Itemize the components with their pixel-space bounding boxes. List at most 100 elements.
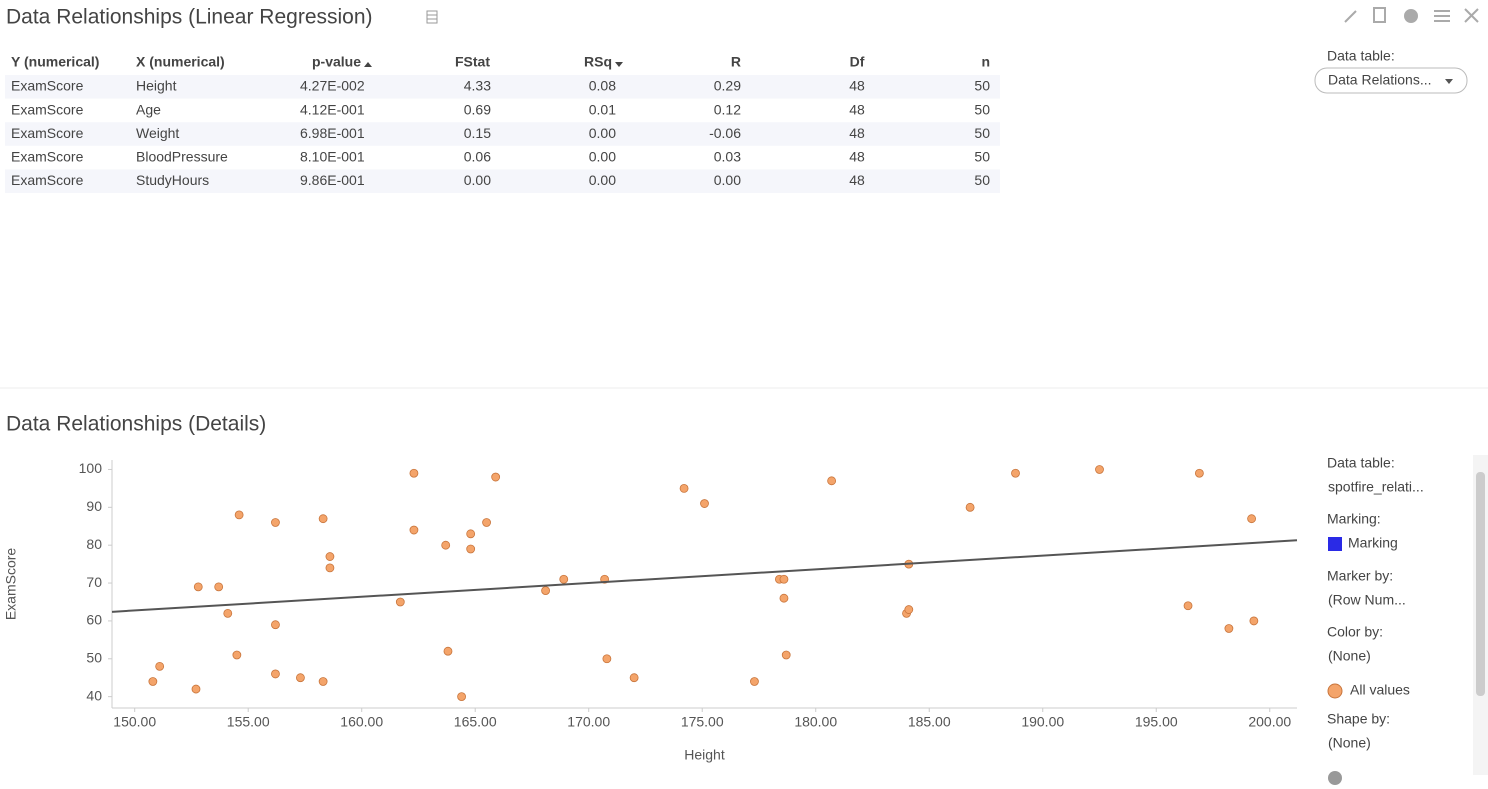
sort-asc-icon bbox=[364, 62, 372, 67]
point bbox=[409, 525, 419, 535]
cell: 48 bbox=[849, 172, 865, 188]
cell: 6.98E-001 bbox=[300, 125, 365, 141]
cell: Weight bbox=[136, 125, 179, 141]
point bbox=[1194, 468, 1204, 478]
y-tick-label: 90 bbox=[86, 498, 102, 514]
point bbox=[395, 597, 405, 607]
cell: 0.29 bbox=[714, 78, 741, 94]
point bbox=[325, 563, 335, 573]
legend-swatch-cut bbox=[1328, 771, 1342, 785]
sidebar-label: Color by: bbox=[1327, 624, 1383, 640]
cell: ExamScore bbox=[11, 101, 84, 117]
cell: 50 bbox=[974, 149, 990, 165]
point bbox=[318, 677, 328, 686]
y-tick-label: 70 bbox=[86, 574, 102, 590]
sidebar-label: Marker by: bbox=[1327, 568, 1393, 584]
cell: 0.00 bbox=[589, 149, 616, 165]
x-tick-label: 150.00 bbox=[113, 714, 156, 730]
panel-title: Data Relationships (Linear Regression) bbox=[6, 6, 373, 29]
point bbox=[629, 673, 639, 683]
point bbox=[223, 608, 233, 618]
cell: 0.00 bbox=[714, 172, 741, 188]
x-tick-label: 170.00 bbox=[567, 714, 610, 730]
toolbar-icons[interactable] bbox=[1344, 7, 1479, 23]
sort-desc-icon bbox=[615, 62, 623, 67]
cell: BloodPressure bbox=[136, 149, 228, 165]
column-header: X (numerical) bbox=[136, 54, 225, 70]
cell: Height bbox=[136, 78, 177, 94]
column-header: RSq bbox=[584, 54, 612, 70]
point bbox=[234, 510, 244, 520]
column-header: n bbox=[981, 54, 990, 70]
cell: ExamScore bbox=[11, 149, 84, 165]
point bbox=[155, 661, 165, 671]
y-tick-label: 60 bbox=[86, 612, 102, 628]
cell: ExamScore bbox=[11, 172, 84, 188]
scrollbar-thumb[interactable] bbox=[1476, 472, 1485, 696]
cell: 0.08 bbox=[589, 78, 616, 94]
cell: StudyHours bbox=[136, 172, 209, 188]
y-tick-label: 40 bbox=[86, 687, 102, 703]
sidebar-label: Shape by: bbox=[1327, 711, 1390, 727]
cell: 8.10E-001 bbox=[300, 149, 365, 165]
cell: 4.27E-002 bbox=[300, 78, 365, 94]
point bbox=[904, 605, 914, 614]
point bbox=[271, 518, 280, 527]
point bbox=[541, 586, 550, 596]
point bbox=[679, 483, 689, 493]
column-header: R bbox=[731, 54, 741, 70]
sidebar-value: spotfire_relati... bbox=[1328, 479, 1424, 495]
x-axis-title: Height bbox=[684, 747, 725, 763]
column-header: p-value bbox=[312, 54, 361, 70]
point bbox=[296, 673, 305, 683]
point bbox=[325, 552, 335, 561]
x-tick-label: 190.00 bbox=[1021, 714, 1064, 730]
column-header: FStat bbox=[455, 54, 490, 70]
cell: 0.00 bbox=[589, 125, 616, 141]
cell: 4.12E-001 bbox=[300, 101, 365, 117]
scatter-plot: 40 50 60 70 80 90 100 150.00 155.00 160.00 165.00 1… bbox=[3, 460, 1298, 763]
column-header: Y (numerical) bbox=[11, 54, 99, 70]
point bbox=[271, 669, 280, 679]
table: Y (numerical) X (numerical) p-value FStat RS… bbox=[5, 54, 1000, 193]
data-table-label: Data table: bbox=[1327, 48, 1395, 64]
data-table-value: Data Relations... bbox=[1328, 72, 1432, 88]
cell: 50 bbox=[974, 125, 990, 141]
point bbox=[466, 529, 476, 539]
point bbox=[781, 650, 791, 660]
point bbox=[271, 620, 280, 630]
cell: 0.03 bbox=[714, 149, 741, 165]
point bbox=[466, 544, 476, 554]
point bbox=[1183, 601, 1193, 611]
cell: ExamScore bbox=[11, 125, 84, 141]
x-tick-label: 160.00 bbox=[340, 714, 383, 730]
point bbox=[457, 692, 466, 702]
marking-swatch bbox=[1328, 537, 1342, 551]
dropdown-arrow bbox=[1445, 79, 1453, 84]
y-tick-label: 100 bbox=[79, 460, 103, 476]
row-background bbox=[5, 169, 1000, 193]
point bbox=[1224, 624, 1234, 633]
point bbox=[700, 499, 709, 508]
sidebar-value: (None) bbox=[1328, 648, 1371, 664]
table-icon bbox=[426, 10, 438, 24]
cell: -0.06 bbox=[709, 125, 741, 141]
point bbox=[965, 502, 975, 512]
point bbox=[602, 654, 612, 664]
cell: Age bbox=[136, 101, 161, 117]
point bbox=[214, 582, 224, 592]
y-tick-label: 50 bbox=[86, 649, 102, 665]
point bbox=[1249, 616, 1259, 626]
point bbox=[779, 574, 789, 584]
cell: 0.00 bbox=[464, 172, 491, 188]
point bbox=[827, 476, 837, 486]
column-header: Df bbox=[850, 54, 865, 70]
data-table-dropdown[interactable] bbox=[1314, 67, 1468, 94]
sidebar-label: Marking: bbox=[1327, 511, 1381, 527]
x-tick-label: 165.00 bbox=[454, 714, 497, 730]
panel-title: Data Relationships (Details) bbox=[6, 413, 266, 436]
cell: 48 bbox=[849, 149, 865, 165]
cell: ExamScore bbox=[11, 78, 84, 94]
trend-line bbox=[111, 539, 1298, 613]
